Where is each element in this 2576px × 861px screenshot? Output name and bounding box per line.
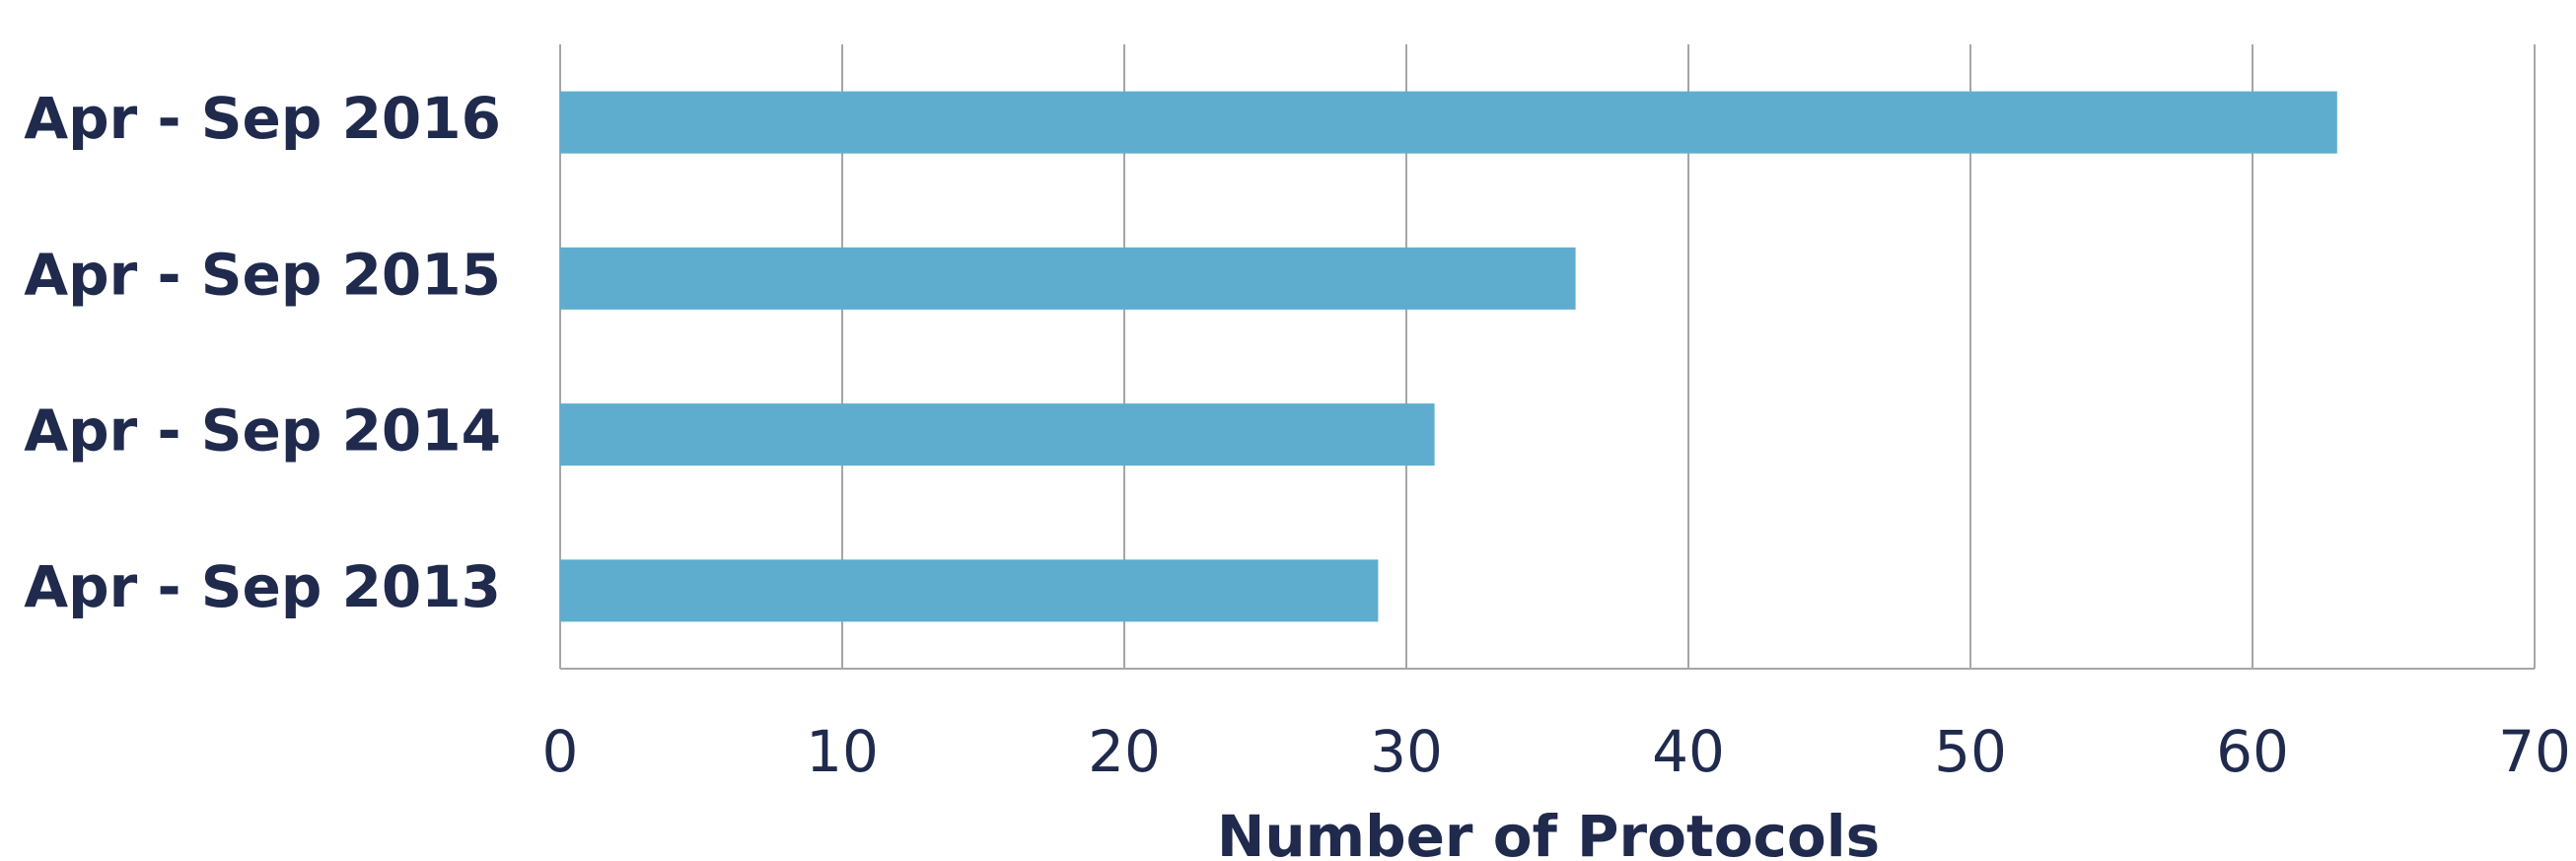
category-label: Apr - Sep 2013	[24, 553, 501, 620]
x-tick-label: 70	[2498, 718, 2571, 785]
x-tick-label: 40	[1652, 718, 1725, 785]
category-label: Apr - Sep 2014	[24, 397, 501, 465]
bar	[560, 403, 1435, 466]
category-label: Apr - Sep 2016	[24, 85, 501, 152]
x-tick-label: 20	[1088, 718, 1161, 785]
bar	[560, 91, 2337, 154]
x-axis-title: Number of Protocols	[1217, 803, 1880, 861]
x-tick-label: 60	[2216, 718, 2289, 785]
x-tick-label: 10	[806, 718, 879, 785]
category-label: Apr - Sep 2015	[24, 241, 501, 308]
bars	[560, 91, 2337, 622]
category-labels: Apr - Sep 2016 Apr - Sep 2015 Apr - Sep 20…	[24, 85, 501, 620]
x-tick-label: 0	[542, 718, 579, 785]
bar	[560, 247, 1576, 310]
x-tick-labels: 0 10 20 30 40 50 60 70	[542, 718, 2571, 785]
x-tick-label: 30	[1370, 718, 1443, 785]
bar	[560, 559, 1379, 622]
x-tick-label: 50	[1934, 718, 2007, 785]
